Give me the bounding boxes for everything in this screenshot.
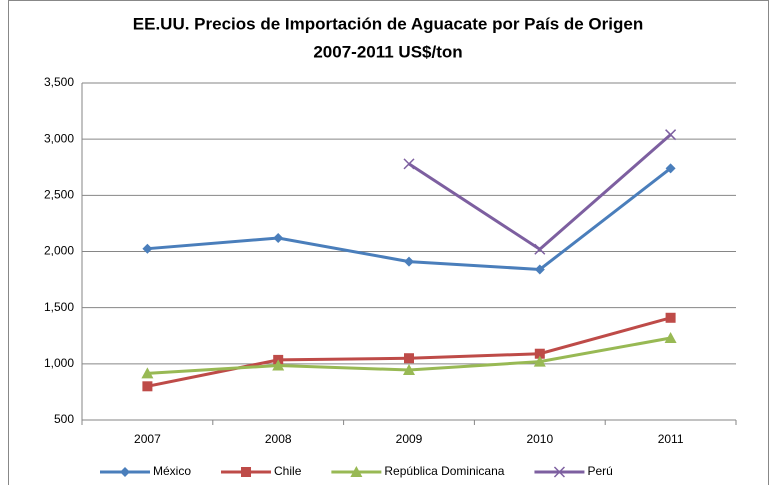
- marker: [403, 158, 415, 170]
- marker: [533, 355, 546, 367]
- marker: [534, 348, 545, 359]
- x-tick-label: 2008: [265, 432, 292, 446]
- chart-title: EE.UU. Precios de Importación de Aguacat…: [133, 14, 643, 33]
- chart-subtitle: 2007-2011 US$/ton: [313, 42, 462, 61]
- marker: [403, 364, 415, 376]
- x-tick-label: 2010: [526, 432, 553, 446]
- legend-label: Perú: [587, 464, 612, 478]
- y-tick-label: 2,500: [44, 188, 74, 202]
- marker: [665, 129, 677, 141]
- marker: [664, 331, 677, 343]
- marker: [273, 233, 284, 244]
- x-tick-label: 2011: [658, 432, 684, 446]
- y-tick-label: 2,000: [44, 244, 74, 258]
- marker: [665, 163, 676, 174]
- marker: [534, 264, 545, 275]
- legend-label: México: [153, 464, 191, 478]
- marker: [142, 381, 153, 392]
- legend-label: República Dominicana: [384, 464, 504, 478]
- chart-frame: [8, 0, 769, 485]
- marker: [534, 243, 546, 255]
- y-tick-label: 1,000: [44, 356, 74, 370]
- x-tick-label: 2007: [134, 432, 161, 446]
- marker: [350, 466, 363, 477]
- marker: [272, 359, 285, 371]
- marker: [404, 256, 414, 267]
- legend-label: Chile: [274, 464, 302, 478]
- marker: [141, 367, 154, 379]
- marker: [553, 466, 565, 478]
- y-tick-label: 3,000: [44, 131, 74, 145]
- y-tick-label: 1,500: [44, 300, 74, 314]
- y-tick-label: 3,500: [44, 75, 74, 89]
- marker: [404, 353, 414, 364]
- marker: [120, 467, 130, 477]
- x-tick-label: 2009: [396, 432, 423, 446]
- marker: [665, 312, 676, 323]
- y-tick-label: 500: [54, 412, 74, 426]
- marker: [142, 243, 153, 254]
- marker: [241, 467, 252, 477]
